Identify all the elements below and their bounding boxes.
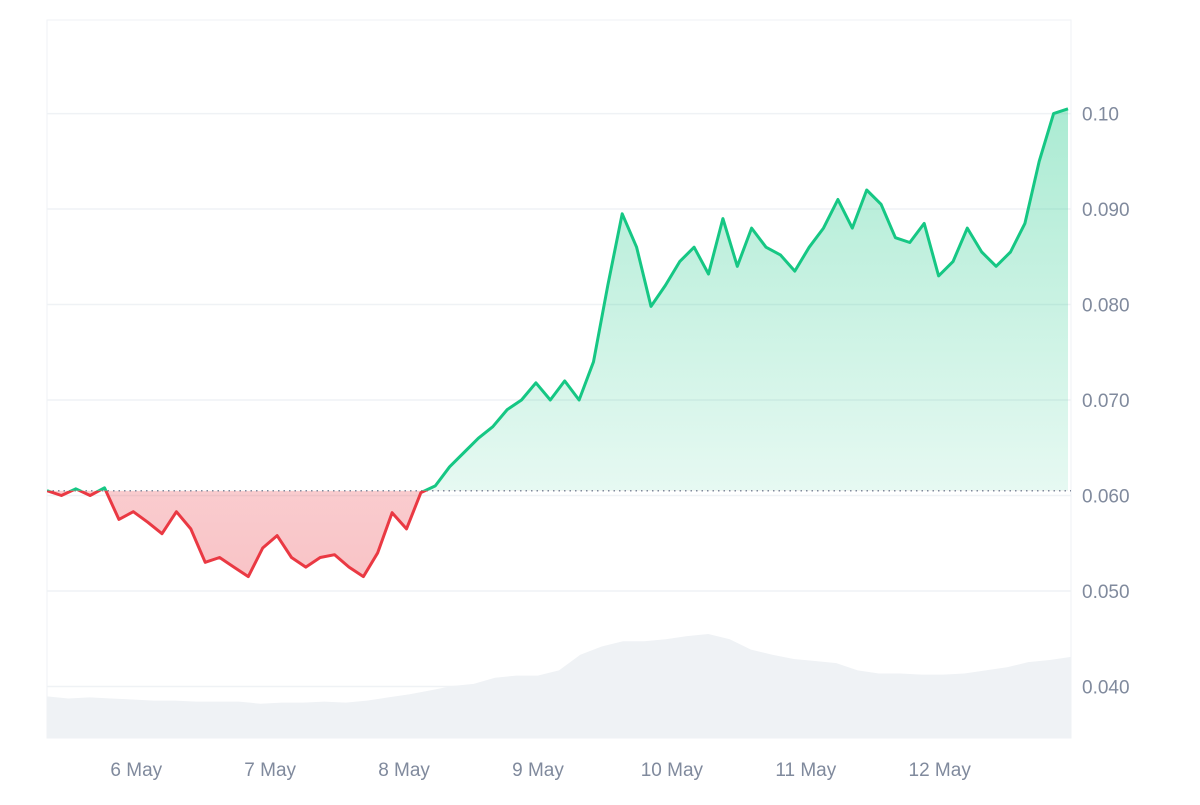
x-tick-label: 6 May (110, 760, 162, 781)
y-tick-label: 0.10 (1082, 105, 1119, 126)
price-area (47, 109, 1068, 577)
y-tick-label: 0.080 (1082, 296, 1130, 317)
y-tick-label: 0.090 (1082, 200, 1130, 221)
x-tick-label: 7 May (244, 760, 296, 781)
x-tick-label: 9 May (512, 760, 564, 781)
y-tick-label: 0.050 (1082, 582, 1130, 603)
y-tick-label: 0.060 (1082, 486, 1130, 507)
x-tick-label: 10 May (641, 760, 704, 781)
x-tick-label: 11 May (775, 760, 836, 781)
x-tick-label: 8 May (378, 760, 430, 781)
y-tick-label: 0.070 (1082, 391, 1130, 412)
x-tick-label: 12 May (909, 760, 972, 781)
y-tick-label: 0.040 (1082, 677, 1130, 698)
